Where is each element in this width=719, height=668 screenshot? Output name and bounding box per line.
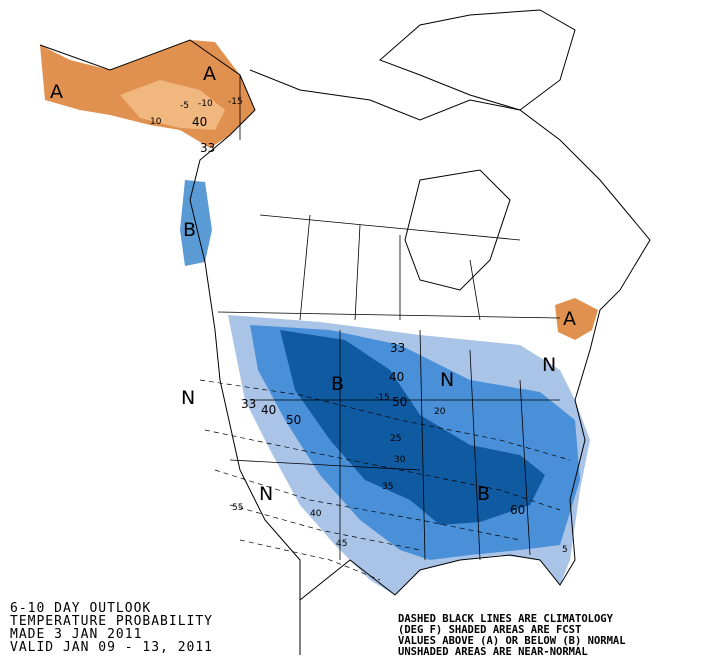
climatology-label: 20: [434, 407, 446, 417]
coastline: [404, 169, 511, 291]
climatology-line: [199, 379, 571, 581]
category-label: A: [50, 81, 63, 103]
climatology-label: 40: [310, 509, 322, 519]
probability-label: 33: [241, 397, 256, 411]
climatology-label: 10: [150, 117, 162, 127]
probability-label: 40: [261, 403, 276, 417]
climatology-label: 45: [336, 539, 347, 549]
outlook-line: MADE 3 JAN 2011: [10, 627, 142, 642]
legend: DASHED BLACK LINES ARE CLIMATOLOGY(DEG F…: [398, 613, 626, 658]
probability-label: 50: [286, 413, 301, 427]
category-label: B: [331, 373, 344, 395]
category-label: N: [542, 354, 556, 376]
legend-line: UNSHADED AREAS ARE NEAR-NORMAL: [398, 646, 588, 658]
probability-label: 50: [392, 395, 407, 409]
probability-label: 60: [510, 503, 525, 517]
above-normal-area: [555, 298, 598, 340]
climatology-label: 35: [382, 482, 393, 492]
climatology-label: -10: [198, 99, 213, 109]
probability-label: 40: [192, 115, 207, 129]
climatology-label: 55: [232, 503, 243, 513]
climatology-label: -15: [375, 393, 390, 403]
legend-line: VALUES ABOVE (A) OR BELOW (B) NORMAL: [398, 635, 626, 647]
outlook-line: TEMPERATURE PROBABILITY: [10, 614, 213, 629]
climatology-label: 30: [394, 455, 406, 465]
climatology-label: 5: [562, 545, 568, 555]
legend-line: (DEG F) SHADED AREAS ARE FCST: [398, 624, 581, 636]
outlook-line: VALID JAN 09 - 13, 2011: [10, 640, 213, 655]
category-label: N: [440, 369, 454, 391]
border: [217, 75, 561, 561]
coastline: [39, 39, 651, 655]
category-label: B: [477, 483, 490, 505]
coastline: [379, 9, 576, 111]
category-label: N: [259, 483, 273, 505]
category-label: A: [563, 308, 576, 330]
outlook-line: 6-10 DAY OUTLOOK: [10, 601, 151, 616]
category-label: B: [183, 219, 196, 241]
probability-label: 40: [389, 370, 404, 384]
climatology-label: 25: [390, 434, 401, 444]
probability-label: 33: [200, 141, 215, 155]
labels: A A A B B B N N N N 40 33 33 40 50 33 40 50 60 -15 -10 -5 10 -1…: [50, 63, 576, 555]
below-normal-dark: [280, 330, 545, 525]
category-label: N: [181, 387, 195, 409]
category-label: A: [203, 63, 216, 85]
climatology-label: -5: [180, 101, 189, 111]
climatology-label: -15: [228, 97, 243, 107]
above-normal-light: [120, 80, 225, 130]
probability-label: 33: [390, 341, 405, 355]
legend-line: DASHED BLACK LINES ARE CLIMATOLOGY: [398, 613, 614, 625]
